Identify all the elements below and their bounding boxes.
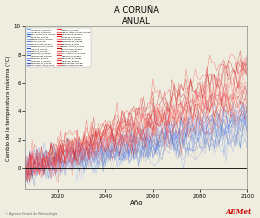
Y-axis label: Cambio de la temperatura máxima (°C): Cambio de la temperatura máxima (°C) [5,55,11,161]
Text: © Agencia Estatal de Meteorología: © Agencia Estatal de Meteorología [5,212,57,216]
X-axis label: Año: Año [129,200,143,206]
Legend: ACCESS1.0_RCP45, ACCESS1.3_RCP45, BCC-CSM1.1-M_RCP45, BNUESM_RCP45, CNRM-CM5A_RC: ACCESS1.0_RCP45, ACCESS1.3_RCP45, BCC-CS… [26,27,92,67]
Text: AEMet: AEMet [226,208,252,216]
Title: A CORUÑA
ANUAL: A CORUÑA ANUAL [114,5,159,26]
